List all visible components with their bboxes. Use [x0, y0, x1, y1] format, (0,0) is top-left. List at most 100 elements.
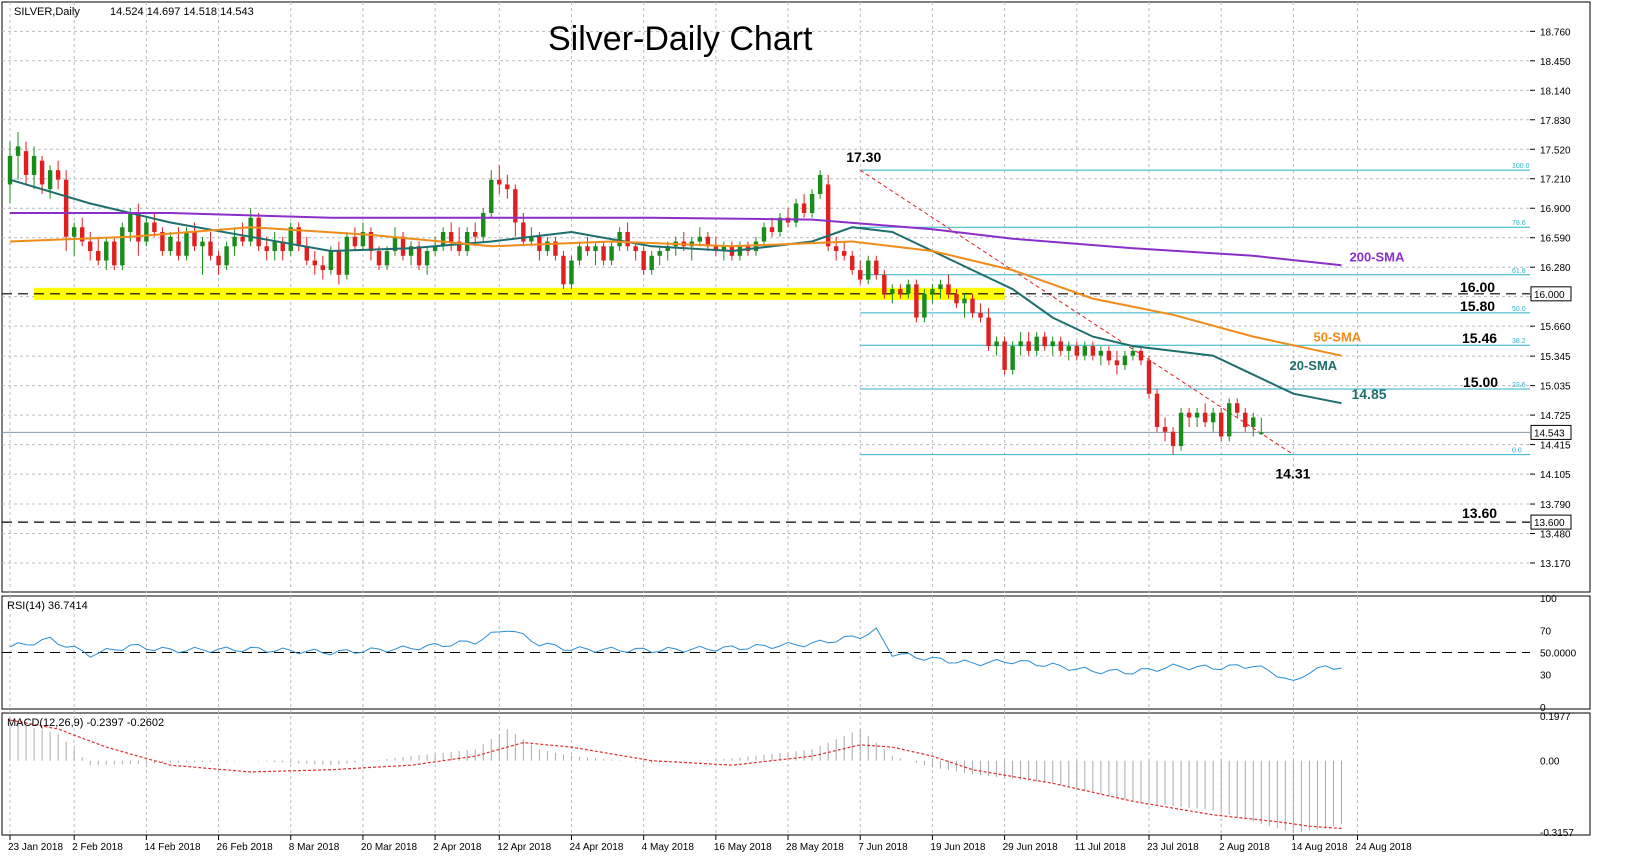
time-tick-label: 8 Mar 2018	[289, 842, 340, 853]
price-tick-label: 16.590	[1540, 234, 1571, 245]
candle-body	[1018, 341, 1023, 347]
candle-body	[55, 170, 61, 180]
candle-body	[529, 236, 534, 242]
candle-body	[1034, 336, 1039, 351]
candle-body	[168, 236, 173, 252]
annotation-sma20-value: 14.85	[1351, 386, 1386, 402]
chart-title: Silver-Daily Chart	[548, 20, 813, 58]
fib-label: 50.0	[1512, 306, 1526, 313]
annotation-horizontal-level: 13.60	[1462, 505, 1497, 521]
candle-body	[777, 217, 783, 233]
time-tick-label: 28 May 2018	[786, 842, 844, 853]
candle-body	[874, 260, 879, 275]
candle-body	[384, 251, 390, 266]
candle-body	[352, 236, 358, 247]
macd-layer: 0.1977 0.00 -0.3157	[9, 712, 1574, 839]
candle-body	[240, 236, 245, 242]
candle-body	[1130, 350, 1136, 356]
moving-averages-layer	[9, 178, 1342, 405]
time-tick-label: 20 Mar 2018	[361, 842, 418, 853]
fib-label: 38.2	[1512, 338, 1526, 345]
rsi-tick-label: 30	[1540, 670, 1552, 681]
macd-tick-label: 0.00	[1540, 757, 1560, 768]
candle-body	[898, 289, 903, 294]
annotation-series-label: 50-SMA	[1313, 330, 1361, 345]
candle-body	[513, 189, 518, 223]
price-tick-label: 16.280	[1540, 263, 1571, 274]
candle-body	[184, 232, 189, 256]
candle-body	[1122, 355, 1128, 366]
candle-body	[801, 203, 807, 213]
candle-body	[312, 260, 318, 266]
candle-body	[697, 236, 703, 242]
candle-body	[882, 274, 887, 294]
candle-body	[825, 184, 831, 247]
candle-body	[938, 284, 943, 290]
candle-body	[1259, 432, 1264, 435]
price-tick-label: 16.900	[1540, 204, 1571, 215]
candle-body	[577, 246, 582, 261]
candle-body	[1066, 346, 1071, 351]
candle-body	[280, 241, 285, 252]
price-tick-label: 14.415	[1540, 441, 1571, 452]
candle-body	[1162, 426, 1168, 432]
candle-body	[1146, 360, 1152, 394]
macd-label: MACD(12,26,9) -0.2397 -0.2602	[7, 717, 164, 729]
candle-body	[216, 255, 221, 266]
price-tick-label: 17.210	[1540, 175, 1571, 186]
candle-body	[994, 341, 999, 347]
candle-body	[922, 293, 927, 318]
candle-body	[152, 222, 157, 233]
candle-body	[1106, 350, 1112, 361]
price-marker-label: 16.000	[1534, 290, 1565, 301]
candle-body	[793, 203, 799, 223]
time-tick-label: 23 Jan 2018	[8, 842, 63, 853]
price-marker-box	[1530, 286, 1572, 302]
fib-label: 0.0	[1512, 448, 1522, 455]
candle-body	[481, 212, 486, 237]
candle-body	[112, 241, 117, 266]
candle-body	[858, 270, 863, 280]
price-marker-box	[1530, 514, 1572, 530]
candle-body	[1243, 412, 1248, 427]
candle-body	[432, 246, 438, 252]
candle-body	[79, 227, 85, 242]
candle-body	[914, 284, 919, 318]
candle-body	[360, 232, 366, 247]
ma-line-50-sma	[9, 226, 1342, 357]
candle-body	[232, 236, 237, 247]
price-tick-label: 14.725	[1540, 411, 1571, 422]
candle-body	[1194, 412, 1200, 418]
macd-signal-line	[9, 719, 1342, 830]
candle-body	[440, 232, 446, 247]
candle-body	[761, 227, 767, 242]
candle-body	[1042, 336, 1047, 347]
candle-body	[296, 227, 301, 247]
price-marker-label: 13.600	[1534, 518, 1565, 529]
time-tick-label: 16 May 2018	[714, 842, 772, 853]
candle-body	[344, 236, 350, 275]
candle-body	[545, 241, 550, 252]
candle-body	[705, 236, 711, 247]
candle-body	[1010, 346, 1015, 370]
price-tick-label: 13.480	[1540, 530, 1571, 541]
macd-panel-frame	[1, 712, 1591, 836]
candle-body	[1178, 412, 1184, 447]
candle-body	[96, 251, 101, 261]
price-tick-label: 14.105	[1540, 470, 1571, 481]
rsi-tick-label: 100	[1540, 594, 1557, 605]
candle-body	[1114, 360, 1120, 366]
price-tick-label: 13.170	[1540, 559, 1571, 570]
annotation-fib-level: 15.80	[1460, 298, 1495, 314]
candle-body	[320, 265, 326, 271]
candle-body	[256, 217, 261, 247]
candle-body	[63, 179, 69, 237]
candle-body	[464, 232, 470, 252]
candle-body	[593, 246, 598, 252]
candle-body	[416, 246, 422, 266]
fib-label: 23.6	[1512, 382, 1526, 389]
macd-tick-label: 0.1977	[1540, 712, 1571, 723]
time-tick-label: 4 May 2018	[642, 842, 695, 853]
